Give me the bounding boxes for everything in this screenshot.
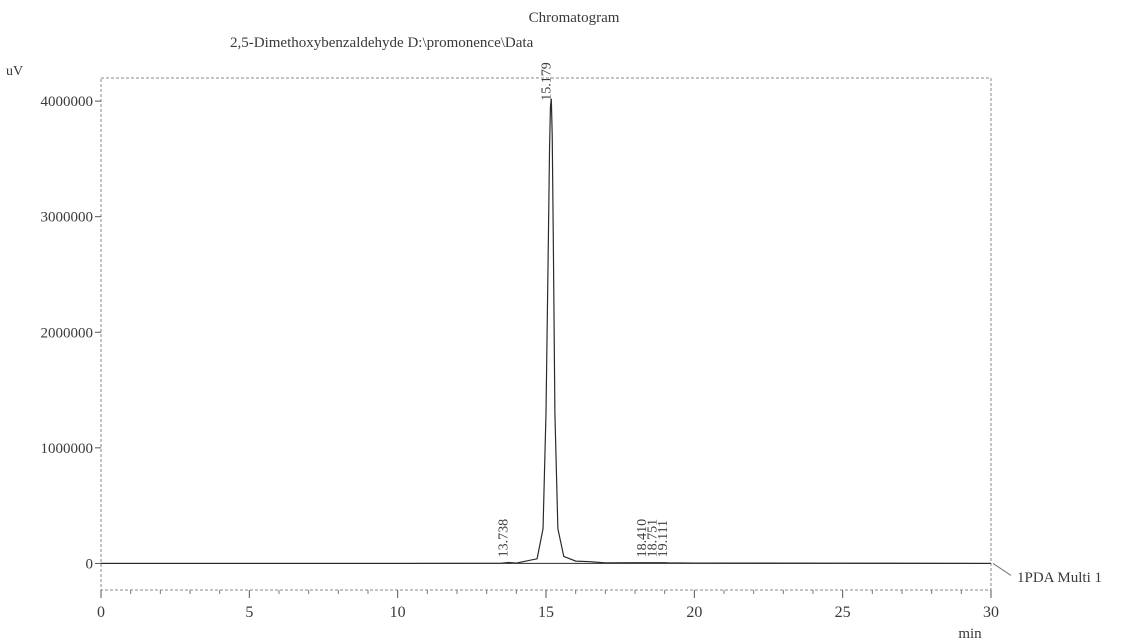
trace-label: 1PDA Multi 1 [1017,570,1102,586]
peak-label: 13.738 [497,519,512,558]
plot-frame [100,77,992,591]
peak-label: 19.111 [656,520,671,557]
series-line-0 [101,98,992,565]
x-axis-label: min [958,626,982,642]
x-tick-label: 25 [835,604,851,621]
series-layer [101,98,1012,576]
x-tick-label: 20 [686,604,702,621]
peak-label: 18.751 [645,519,660,558]
chart-title: Chromatogram [529,10,620,26]
y-tick-label: 2000000 [41,325,94,341]
axes: 0 1000000 2000000 3000000 4000000 0 5 10 15 20 25 3… [41,94,1000,621]
y-tick-label: 0 [86,556,94,572]
peak-label: 15.179 [539,62,554,101]
x-tick-label: 10 [390,604,406,621]
peak-label: 18.410 [635,519,650,558]
x-tick-label: 15 [538,604,554,621]
y-tick-label: 4000000 [41,94,94,110]
trace-label-connector [992,563,1012,576]
chart-subtitle: 2,5-Dimethoxybenzaldehyde D:\promonence\… [230,35,534,51]
y-tick-label: 1000000 [41,441,94,457]
x-tick-label: 5 [245,604,253,621]
x-tick-label: 30 [983,604,999,621]
y-tick-label: 3000000 [41,210,94,226]
x-tick-label: 0 [97,604,105,621]
y-axis-label: uV [6,64,23,79]
